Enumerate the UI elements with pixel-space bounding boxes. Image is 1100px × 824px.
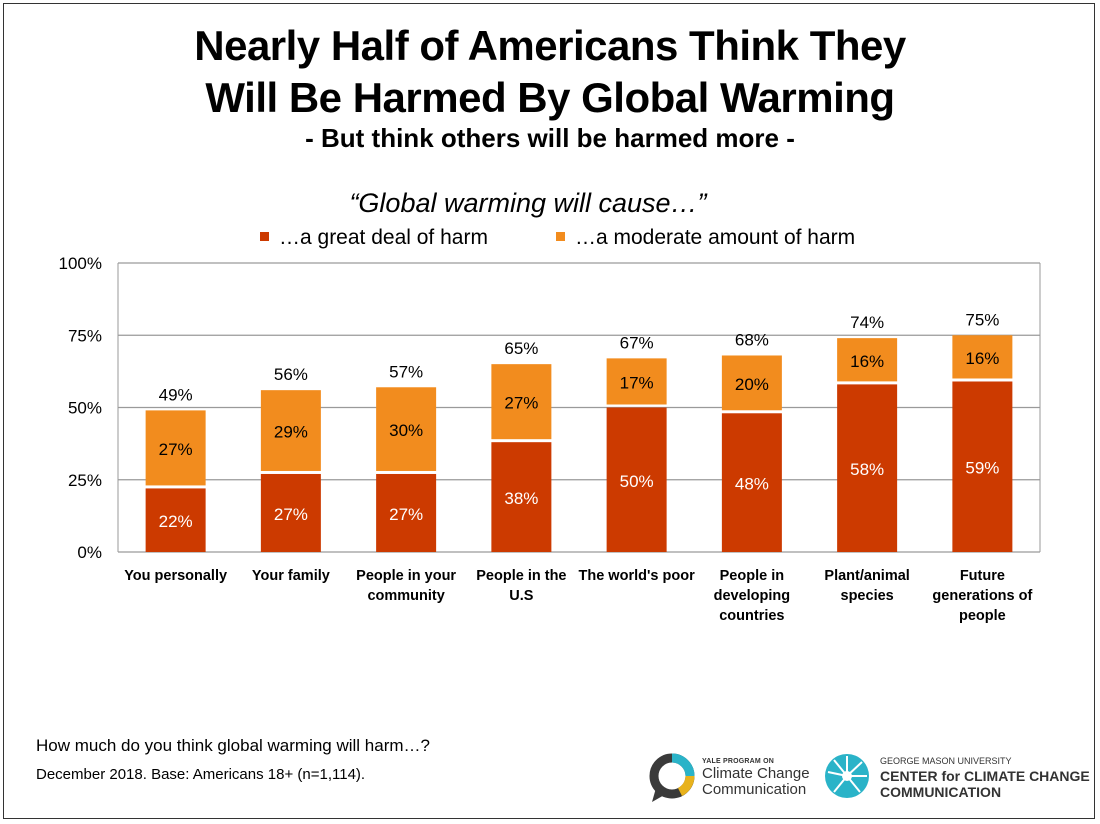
- yale-speech-bubble-icon: [649, 753, 695, 802]
- chart-title-line1: Nearly Half of Americans Think They: [194, 22, 906, 69]
- bar-great-deal-2: [376, 473, 437, 552]
- y-tick-label: 100%: [59, 254, 102, 273]
- total-label: 68%: [735, 330, 769, 349]
- yale-logo: YALE PROGRAM ON Climate Change Communica…: [648, 752, 810, 809]
- total-label: 49%: [159, 385, 193, 404]
- total-label: 75%: [965, 310, 999, 329]
- chart-subtitle: - But think others will be harmed more -: [305, 123, 795, 153]
- y-tick-label: 75%: [68, 326, 102, 345]
- yale-logo-small-text: YALE PROGRAM ON: [702, 758, 774, 765]
- data-label-great-deal: 38%: [504, 489, 538, 508]
- chart-frame: [3, 3, 1095, 819]
- total-label: 74%: [850, 313, 884, 332]
- footer-question: How much do you think global warming wil…: [36, 736, 430, 755]
- legend-item-great-deal: …a great deal of harm: [260, 224, 488, 252]
- category-label: People in: [720, 568, 784, 584]
- category-label: You personally: [124, 568, 227, 584]
- category-label: developing: [714, 588, 791, 604]
- bar-moderate-3: [491, 364, 552, 440]
- category-label: people: [959, 608, 1006, 624]
- legend-label-great-deal: …a great deal of harm: [279, 226, 488, 249]
- data-label-moderate: 30%: [389, 421, 423, 440]
- bar-great-deal-1: [260, 473, 321, 552]
- bar-moderate-5: [721, 355, 782, 411]
- chart-question: “Global warming will cause…”: [349, 188, 707, 218]
- category-label: generations of: [932, 588, 1032, 604]
- data-label-great-deal: 58%: [850, 460, 884, 479]
- data-label-moderate: 16%: [850, 352, 884, 371]
- footer-base: December 2018. Base: Americans 18+ (n=1,…: [36, 766, 366, 783]
- data-label-great-deal: 27%: [389, 505, 423, 524]
- category-label: People in your: [356, 568, 456, 584]
- category-label: community: [367, 588, 444, 604]
- bar-moderate-6: [837, 338, 898, 382]
- category-label: Plant/animal: [824, 568, 909, 584]
- category-label: U.S: [509, 588, 534, 604]
- bar-moderate-7: [952, 335, 1013, 379]
- total-label: 65%: [504, 339, 538, 358]
- gmu-logo-line1: CENTER for CLIMATE CHANGE: [880, 768, 1090, 784]
- gmu-logo-small-text: GEORGE MASON UNIVERSITY: [880, 756, 1012, 766]
- data-label-great-deal: 22%: [159, 512, 193, 531]
- data-label-moderate: 20%: [735, 375, 769, 394]
- yale-logo-line2: Communication: [702, 781, 807, 798]
- y-tick-label: 0%: [77, 543, 102, 562]
- bar-great-deal-3: [491, 442, 552, 552]
- legend-label-moderate: …a moderate amount of harm: [575, 226, 856, 249]
- bar-great-deal-4: [606, 407, 667, 552]
- data-label-great-deal: 59%: [965, 459, 999, 478]
- total-label: 57%: [389, 362, 423, 381]
- data-label-moderate: 29%: [274, 423, 308, 442]
- legend-swatch-great-deal: [260, 232, 269, 241]
- total-label: 56%: [274, 365, 308, 384]
- data-label-moderate: 27%: [159, 440, 193, 459]
- legend-item-moderate: …a moderate amount of harm: [556, 224, 855, 252]
- y-tick-label: 50%: [68, 399, 102, 418]
- category-label: Your family: [252, 568, 330, 584]
- total-label: 67%: [620, 333, 654, 352]
- y-tick-label: 25%: [68, 471, 102, 490]
- category-label: People in the: [476, 568, 566, 584]
- data-label-great-deal: 27%: [274, 505, 308, 524]
- bar-great-deal-7: [952, 381, 1013, 552]
- data-label-moderate: 17%: [620, 373, 654, 392]
- category-label: countries: [719, 608, 784, 624]
- bar-great-deal-6: [837, 384, 898, 552]
- category-label: species: [841, 588, 894, 604]
- chart-title-line2: Will Be Harmed By Global Warming: [205, 74, 895, 121]
- gmu-logo-line2: COMMUNICATION: [880, 784, 1002, 800]
- legend-swatch-moderate: [556, 232, 565, 241]
- bar-moderate-1: [260, 390, 321, 471]
- data-label-moderate: 16%: [965, 349, 999, 368]
- category-label: The world's poor: [579, 568, 696, 584]
- bar-moderate-4: [606, 358, 667, 405]
- bar-moderate-2: [376, 387, 437, 471]
- data-label-great-deal: 50%: [620, 472, 654, 491]
- category-label: Future: [960, 568, 1005, 584]
- data-label-moderate: 27%: [504, 394, 538, 413]
- gmu-sunburst-icon: [825, 754, 869, 798]
- data-label-great-deal: 48%: [735, 475, 769, 494]
- bar-moderate-0: [145, 410, 206, 486]
- bar-great-deal-0: [145, 488, 206, 552]
- gmu-logo: GEORGE MASON UNIVERSITY CENTER for CLIMA…: [822, 752, 1090, 807]
- bar-great-deal-5: [721, 413, 782, 552]
- yale-logo-line1: Climate Change: [702, 765, 810, 782]
